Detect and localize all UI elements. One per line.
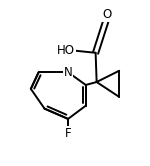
Text: HO: HO bbox=[57, 44, 75, 57]
Text: F: F bbox=[65, 127, 71, 140]
Text: O: O bbox=[102, 8, 111, 21]
Text: N: N bbox=[64, 66, 72, 79]
